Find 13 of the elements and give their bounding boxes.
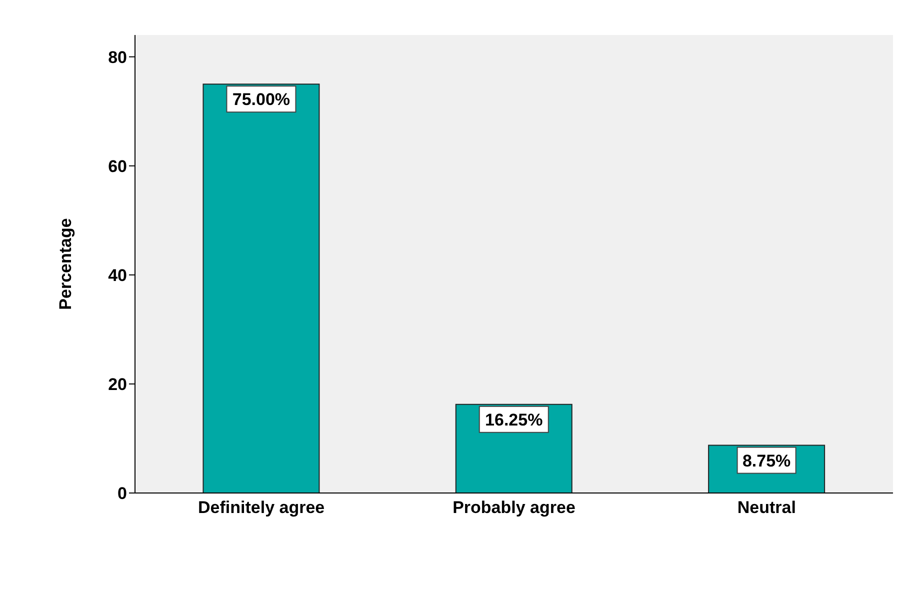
- data-label: 75.00%: [232, 90, 290, 110]
- data-label: 8.75%: [742, 451, 791, 470]
- x-tick-label: Probably agree: [452, 498, 576, 518]
- y-tick-label: 60: [108, 156, 127, 176]
- x-tick-label: Neutral: [737, 498, 796, 518]
- y-tick-label: 0: [118, 484, 127, 504]
- bar: [202, 84, 320, 493]
- data-label: 16.25%: [485, 410, 543, 430]
- y-tick-label: 80: [108, 48, 127, 67]
- x-tick-label: Definitely agree: [198, 498, 325, 518]
- y-axis-title: Percentage: [56, 218, 76, 310]
- y-tick-label: 40: [108, 266, 127, 285]
- y-tick-label: 20: [108, 374, 127, 394]
